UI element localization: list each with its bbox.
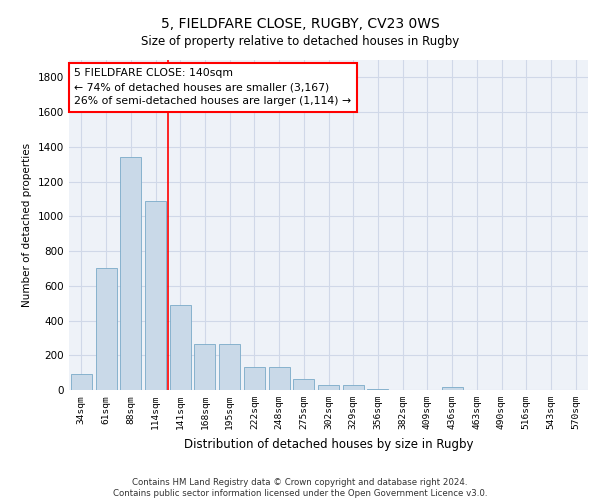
Bar (269, 368, 290, 390)
Text: 5, FIELDFARE CLOSE, RUGBY, CV23 0WS: 5, FIELDFARE CLOSE, RUGBY, CV23 0WS (161, 18, 439, 32)
Bar (170, 305, 191, 390)
Bar (95, 268, 116, 390)
Bar (244, 368, 265, 390)
Bar (120, 158, 141, 390)
Y-axis label: Number of detached properties: Number of detached properties (22, 143, 32, 307)
Text: 5 FIELDFARE CLOSE: 140sqm
← 74% of detached houses are smaller (3,167)
26% of se: 5 FIELDFARE CLOSE: 140sqm ← 74% of detac… (74, 68, 352, 106)
Bar (367, 389, 388, 390)
Bar (343, 385, 364, 390)
Bar (219, 344, 240, 390)
Text: Size of property relative to detached houses in Rugby: Size of property relative to detached ho… (141, 35, 459, 48)
Bar (194, 344, 215, 390)
Bar (71, 374, 92, 390)
Bar (145, 200, 166, 390)
Text: Contains HM Land Registry data © Crown copyright and database right 2024.
Contai: Contains HM Land Registry data © Crown c… (113, 478, 487, 498)
Bar (318, 385, 339, 390)
Bar (293, 378, 314, 390)
X-axis label: Distribution of detached houses by size in Rugby: Distribution of detached houses by size … (184, 438, 473, 450)
Bar (442, 386, 463, 390)
